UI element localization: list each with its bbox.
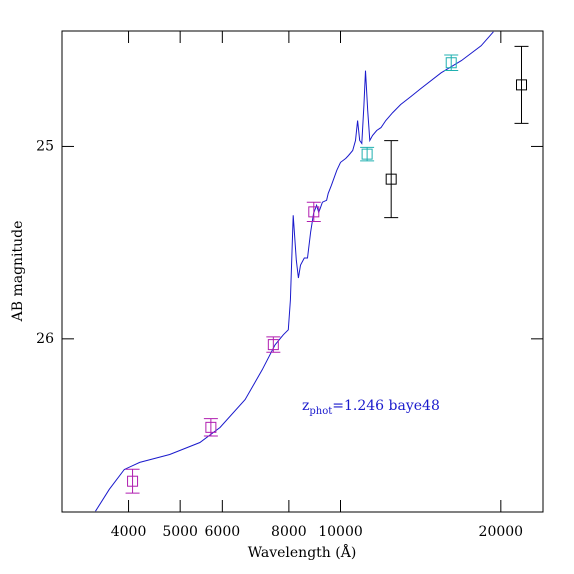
y-axis-label: AB magnitude [10, 221, 26, 323]
error-bar [125, 468, 140, 494]
model-line [95, 31, 494, 512]
marker [385, 173, 397, 185]
x-tick-label: 20000 [479, 524, 524, 540]
y-tick-label: 25 [36, 138, 54, 154]
error-bar [306, 201, 321, 222]
y-tick-label: 26 [36, 331, 54, 347]
marker [308, 206, 320, 218]
error-bar [514, 45, 529, 124]
x-tick-label: 4000 [111, 524, 147, 540]
x-tick-label: 6000 [205, 524, 241, 540]
error-bar [384, 140, 399, 219]
x-tick-label: 10000 [318, 524, 363, 540]
marker [445, 57, 457, 69]
error-bar [360, 146, 375, 162]
x-tick-label: 8000 [271, 524, 307, 540]
marker [267, 339, 279, 351]
marker [127, 475, 139, 487]
annotation: zphot=1.246 baye48 [302, 398, 440, 417]
annotation-sub: phot [309, 406, 332, 417]
x-axis-label: Wavelength (Å) [248, 543, 357, 561]
marker [516, 79, 528, 91]
error-bar [203, 418, 218, 437]
plot-frame [61, 30, 544, 513]
marker [205, 421, 217, 433]
marker [361, 148, 373, 160]
annotation-rest: =1.246 baye48 [332, 398, 440, 414]
annotation-z: z [302, 398, 309, 414]
x-tick-label: 5000 [162, 524, 198, 540]
